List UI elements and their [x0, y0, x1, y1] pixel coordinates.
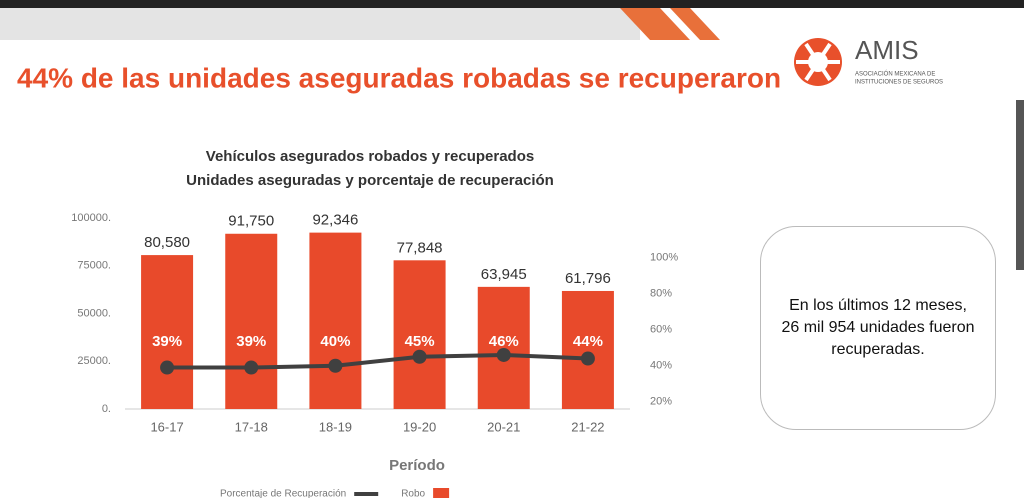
header-band — [0, 8, 640, 40]
legend-swatch — [433, 488, 450, 498]
top-bar — [0, 0, 1024, 8]
x-tick-label: 21-22 — [571, 419, 604, 434]
line-value-label: 45% — [405, 333, 435, 350]
x-axis-title: Período — [389, 457, 445, 474]
y-tick-label: 50000. — [77, 307, 111, 319]
callout-text: En los últimos 12 meses, 26 mil 954 unid… — [781, 297, 975, 358]
bar — [141, 255, 194, 409]
line-marker — [496, 347, 511, 362]
slide-title: 44% de las unidades aseguradas robadas s… — [17, 62, 781, 93]
legend-label: Porcentaje de Recuperación — [220, 489, 346, 498]
bar-value-label: 61,796 — [565, 270, 611, 287]
line-value-label: 44% — [573, 333, 603, 350]
bar — [477, 286, 530, 409]
x-tick-label: 20-21 — [487, 419, 520, 434]
line-value-label: 39% — [152, 333, 182, 350]
y-tick-label: 25000. — [77, 355, 111, 367]
y2-tick-label: 60% — [650, 324, 672, 336]
line-marker — [244, 360, 259, 375]
line — [167, 352, 589, 370]
chart-subtitle: Unidades aseguradas y porcentaje de recu… — [186, 172, 554, 189]
logo-subtitle: INSTITUCIONES DE SEGUROS — [855, 80, 943, 86]
y2-tick-label: 20% — [650, 396, 672, 408]
logo-name: AMIS — [855, 35, 919, 65]
stripe — [670, 8, 720, 40]
line-marker — [160, 360, 175, 375]
stripe — [620, 8, 690, 40]
y-tick-label: 0. — [102, 403, 111, 415]
line-value-label: 39% — [236, 333, 266, 350]
line-value-label: 40% — [320, 333, 350, 350]
bar-value-label: 63,945 — [481, 266, 527, 283]
y2-tick-label: 80% — [650, 288, 672, 300]
chart-title: Vehículos asegurados robados y recuperad… — [206, 148, 534, 165]
y-tick-label: 75000. — [77, 260, 111, 272]
x-tick-label: 16-17 — [150, 419, 183, 434]
bar-value-label: 92,346 — [312, 212, 358, 229]
bar-value-label: 77,848 — [397, 239, 443, 256]
bar-value-label: 80,580 — [144, 234, 190, 251]
y-tick-label: 100000. — [71, 212, 111, 224]
x-tick-label: 19-20 — [403, 419, 436, 434]
callout-box: En los últimos 12 meses, 26 mil 954 unid… — [760, 226, 996, 430]
x-tick-label: 17-18 — [235, 419, 268, 434]
x-tick-label: 18-19 — [319, 419, 352, 434]
bar — [309, 232, 362, 409]
y2-tick-label: 100% — [650, 252, 678, 264]
y2-tick-label: 40% — [650, 360, 672, 372]
side-strip — [1016, 100, 1024, 270]
legend-label: Robo — [401, 489, 425, 498]
logo-mark — [794, 38, 842, 86]
line-marker — [412, 349, 427, 364]
bar-value-label: 91,750 — [228, 213, 274, 230]
bar — [393, 260, 446, 409]
line-marker — [580, 351, 595, 366]
bar — [225, 233, 278, 409]
logo-subtitle: ASOCIACIÓN MEXICANA DE — [855, 71, 935, 78]
bar — [561, 290, 614, 409]
line-value-label: 46% — [489, 333, 519, 350]
line-marker — [328, 358, 343, 373]
